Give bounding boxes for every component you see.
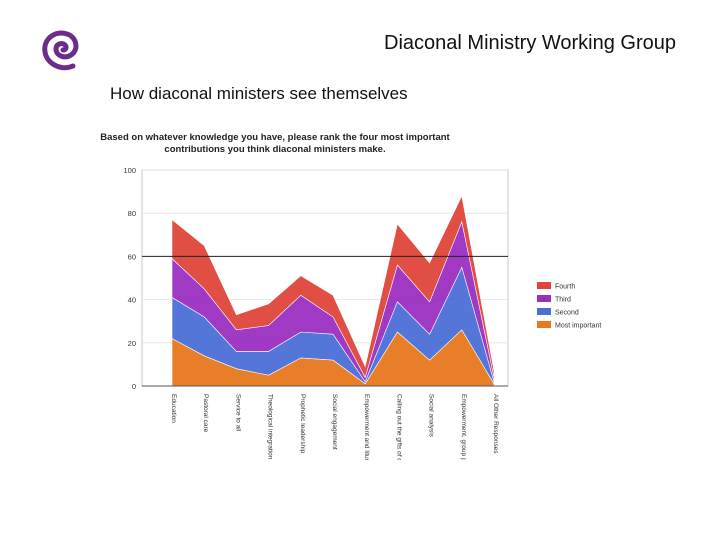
legend-swatch bbox=[537, 308, 551, 315]
y-tick-label: 60 bbox=[128, 252, 136, 261]
slide-subtitle: How diaconal ministers see themselves bbox=[110, 84, 408, 103]
y-tick-label: 0 bbox=[132, 382, 136, 391]
legend-swatch bbox=[537, 282, 551, 289]
logo bbox=[34, 22, 92, 78]
legend-label: Third bbox=[555, 297, 571, 304]
area-layer bbox=[171, 194, 495, 387]
legend-label: Fourth bbox=[555, 284, 575, 291]
x-tick-label: All Other Responses bbox=[492, 394, 499, 454]
x-tick-label: Theological integration bbox=[267, 394, 274, 460]
slide-title: Diaconal Ministry Working Group bbox=[384, 32, 676, 54]
stacked-area-chart: Based on whatever knowledge you have, pl… bbox=[100, 132, 601, 460]
chart-title-line-1: Based on whatever knowledge you have, pl… bbox=[100, 132, 450, 143]
purple-spiral-icon bbox=[42, 30, 79, 71]
legend-swatch bbox=[537, 295, 551, 302]
x-tick-label: Social engagement bbox=[331, 394, 338, 450]
x-tick-label: Social analysis bbox=[428, 394, 435, 438]
legend-label: Most important bbox=[555, 323, 601, 330]
legend: Fourth Third Second Most important bbox=[537, 282, 601, 330]
y-tick-label: 100 bbox=[123, 166, 136, 175]
axis-layer: 0 20 40 60 80 100 Education Pastoral care Servic… bbox=[123, 166, 508, 460]
chart-title-line-2: contributions you think diaconal ministe… bbox=[164, 144, 385, 155]
x-tick-label: Prophetic leadership bbox=[299, 394, 306, 454]
x-tick-label: Empowerment, group process bbox=[460, 394, 467, 460]
x-tick-label: Calling out the gifts of others bbox=[395, 394, 402, 460]
y-tick-label: 80 bbox=[128, 209, 136, 218]
x-tick-label: Empowerment and liturgical enactment bbox=[363, 394, 370, 460]
x-tick-label: Service to all bbox=[234, 394, 241, 432]
x-tick-label: Pastoral care bbox=[202, 394, 209, 433]
y-tick-label: 20 bbox=[128, 339, 136, 348]
y-tick-label: 40 bbox=[128, 296, 136, 305]
legend-swatch bbox=[537, 321, 551, 328]
x-tick-label: Education bbox=[170, 394, 177, 423]
legend-label: Second bbox=[555, 310, 579, 317]
area-series-fourth bbox=[171, 194, 495, 379]
